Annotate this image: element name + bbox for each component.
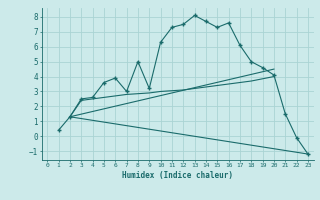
X-axis label: Humidex (Indice chaleur): Humidex (Indice chaleur) [122,171,233,180]
